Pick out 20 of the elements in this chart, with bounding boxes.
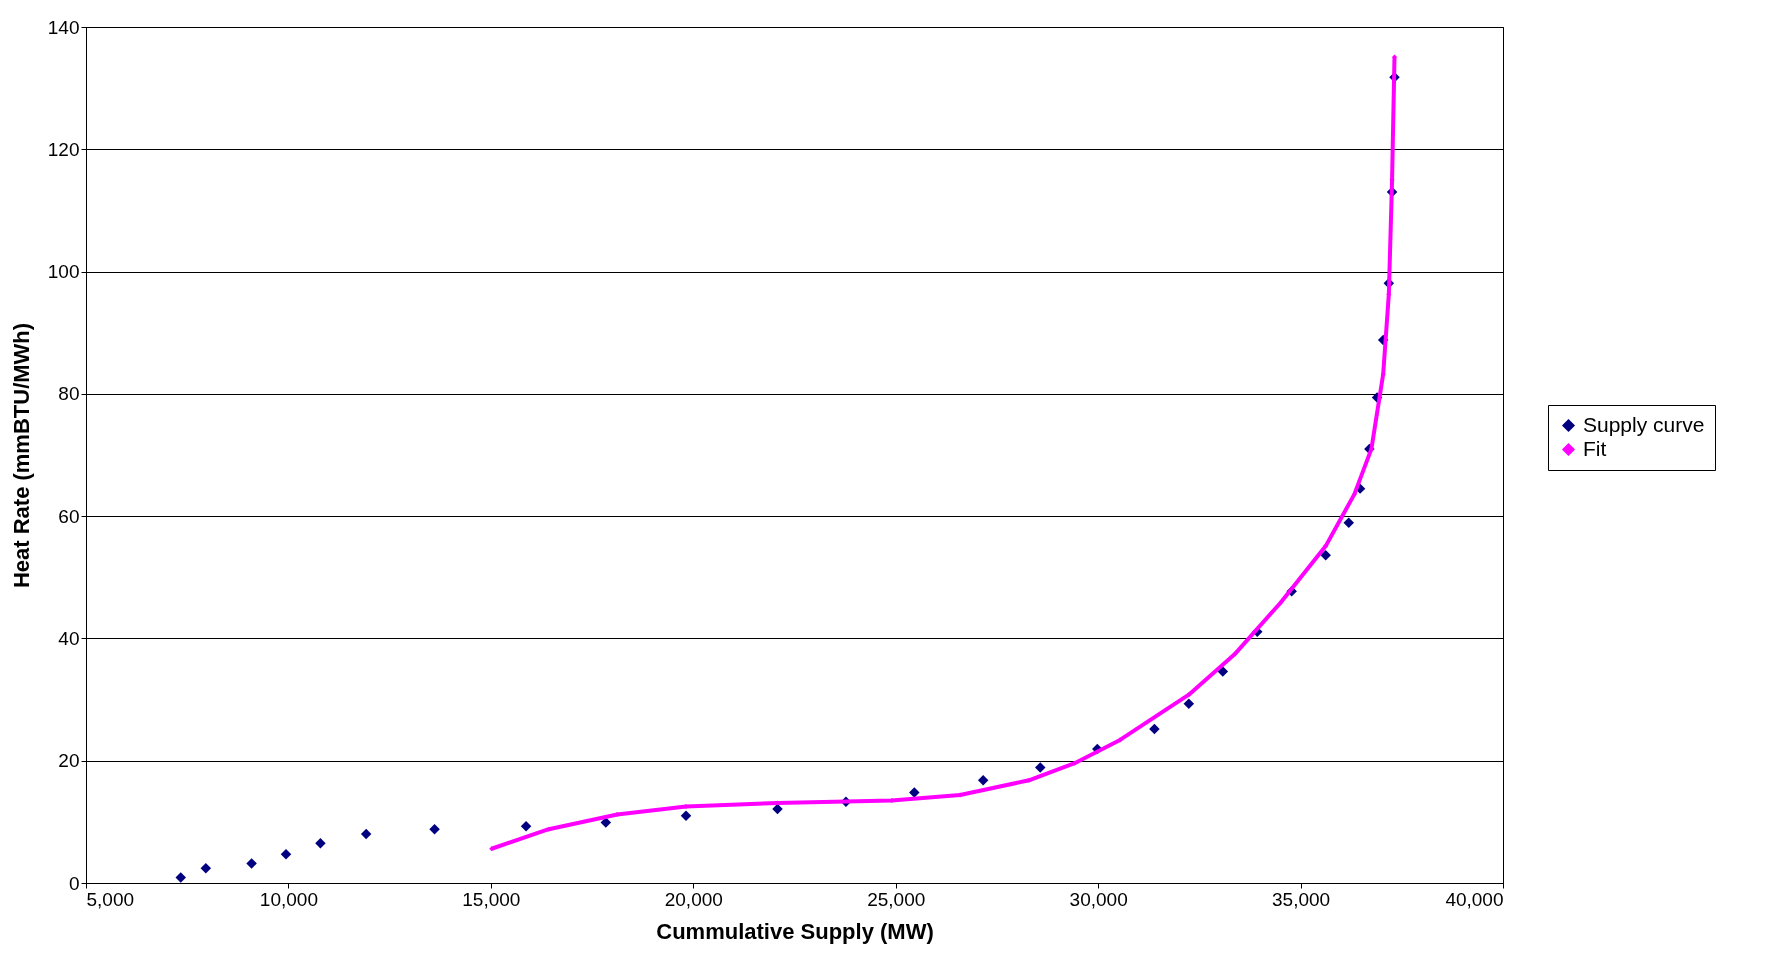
y-axis-title: Heat Rate (mmBTU/MWh) bbox=[8, 322, 34, 589]
x-tick-label: 40,000 bbox=[1445, 888, 1504, 910]
y-tick-label: 80 bbox=[58, 383, 80, 405]
x-tick-label: 30,000 bbox=[1069, 888, 1128, 910]
y-tick-label: 60 bbox=[58, 505, 80, 527]
y-tick-label: 120 bbox=[47, 138, 80, 160]
y-tick-label: 140 bbox=[47, 16, 80, 38]
x-tick-label: 35,000 bbox=[1272, 888, 1331, 910]
x-tick-label: 15,000 bbox=[462, 888, 521, 910]
legend-label: Supply curve bbox=[1583, 412, 1705, 436]
x-tick-label: 20,000 bbox=[664, 888, 723, 910]
y-tick-label: 100 bbox=[47, 261, 80, 283]
x-tick-label: 25,000 bbox=[867, 888, 926, 910]
y-tick-label: 20 bbox=[58, 750, 80, 772]
x-tick-label: 10,000 bbox=[259, 888, 318, 910]
x-tick-label: 5,000 bbox=[86, 888, 135, 910]
x-axis-title: Cummulative Supply (MW) bbox=[656, 918, 934, 944]
legend-label: Fit bbox=[1583, 436, 1607, 460]
y-tick-label: 40 bbox=[58, 627, 80, 649]
y-tick-label: 0 bbox=[68, 872, 80, 894]
